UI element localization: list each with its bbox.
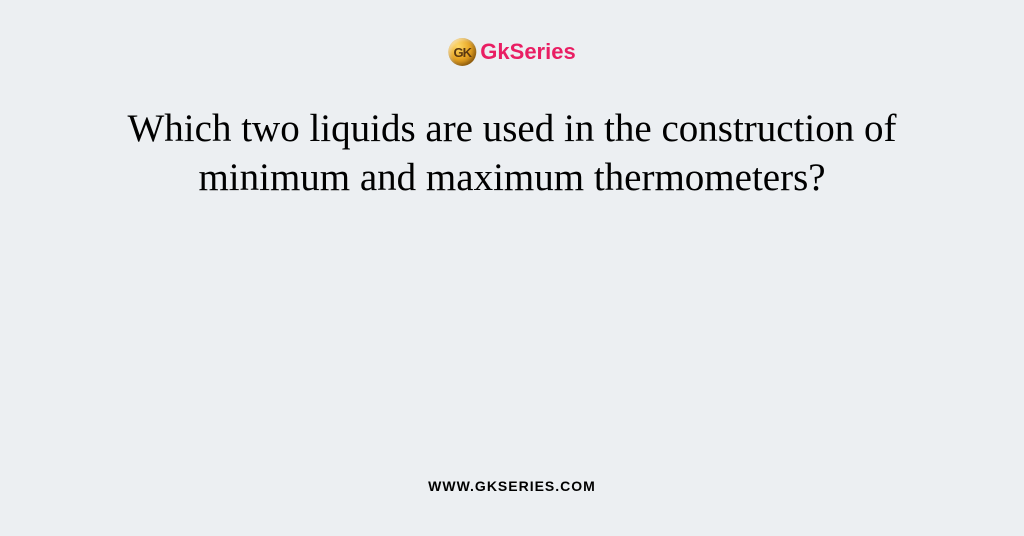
brand-logo: GK GkSeries [448, 38, 575, 66]
question-text: Which two liquids are used in the con­st… [82, 105, 942, 203]
logo-badge-text: GK [454, 45, 472, 60]
footer-url: WWW.GKSERIES.COM [428, 478, 596, 494]
logo-badge: GK [448, 38, 476, 66]
logo-brand-text: GkSeries [480, 39, 575, 65]
